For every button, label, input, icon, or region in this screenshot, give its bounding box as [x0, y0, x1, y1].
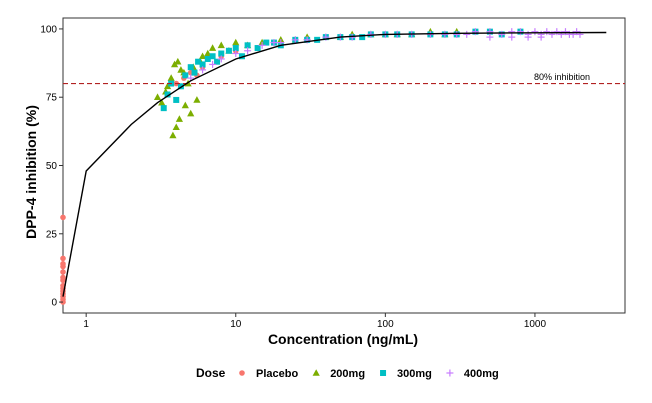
- data-point: [244, 42, 251, 49]
- data-point: [160, 105, 167, 112]
- data-point: [60, 263, 66, 270]
- legend-item-400mg: 400mg: [446, 368, 499, 380]
- legend-title: Dose: [196, 366, 226, 380]
- legend-key: [312, 369, 320, 376]
- data-point: [187, 64, 194, 71]
- legend-label: 400mg: [464, 368, 499, 380]
- data-point: [177, 83, 184, 90]
- x-tick-label: 10: [230, 319, 242, 330]
- data-point: [209, 53, 216, 60]
- data-point: [217, 55, 225, 63]
- legend-label: 200mg: [330, 368, 365, 380]
- legend-key: [239, 370, 245, 376]
- data-point: [359, 34, 366, 41]
- y-tick-label: 50: [46, 161, 58, 172]
- data-point: [508, 33, 516, 41]
- data-point: [187, 109, 195, 117]
- data-point: [199, 61, 206, 68]
- x-axis-title: Concentration (ng/mL): [268, 331, 418, 347]
- data-point: [193, 96, 201, 103]
- data-point: [258, 41, 266, 49]
- legend-item-200mg: 200mg: [312, 368, 365, 380]
- data-point: [225, 47, 232, 54]
- data-point: [486, 33, 494, 41]
- data-point: [263, 39, 270, 46]
- data-point: [232, 50, 240, 58]
- data-point: [524, 33, 532, 41]
- x-axis: 1 10 100 1000: [83, 313, 546, 330]
- data-point: [60, 214, 66, 221]
- data-point: [367, 30, 375, 38]
- y-axis: 0 25 50 75 100: [40, 24, 63, 309]
- data-point: [60, 277, 66, 284]
- data-point: [164, 91, 171, 98]
- data-point: [537, 33, 545, 41]
- data-point: [291, 36, 299, 44]
- data-point: [181, 101, 189, 109]
- data-point: [204, 49, 212, 57]
- data-point: [453, 30, 461, 38]
- data-point: [270, 39, 278, 47]
- y-tick-label: 25: [46, 229, 58, 240]
- legend-key: [380, 370, 387, 376]
- data-point: [169, 131, 177, 139]
- data-point: [175, 115, 184, 122]
- data-point: [232, 45, 239, 52]
- data-point: [543, 28, 551, 36]
- data-point: [199, 66, 207, 74]
- x-tick-label: 1: [83, 319, 89, 330]
- data-point: [167, 74, 175, 81]
- data-point: [153, 93, 162, 101]
- data-point: [182, 72, 189, 79]
- data-point: [209, 60, 217, 68]
- x-tick-label: 1000: [524, 319, 547, 330]
- legend-item-300mg: 300mg: [380, 368, 432, 380]
- data-point: [463, 30, 471, 38]
- data-point: [208, 44, 217, 51]
- data-point: [441, 30, 449, 38]
- y-tick-label: 0: [51, 298, 57, 309]
- reference-line-label: 80% inhibition: [534, 72, 590, 82]
- data-point: [158, 98, 166, 106]
- legend-label: 300mg: [397, 368, 432, 380]
- data-point: [172, 123, 180, 131]
- legend-label: Placebo: [256, 368, 298, 380]
- plot-panel: [62, 17, 626, 314]
- data-point: [204, 55, 211, 62]
- data-point: [516, 28, 524, 36]
- data-point: [163, 82, 172, 90]
- y-tick-label: 100: [40, 24, 57, 35]
- data-point: [254, 45, 261, 52]
- plot-area: [60, 17, 626, 314]
- data-point: [553, 28, 561, 36]
- data-point: [561, 28, 569, 36]
- y-axis-title: DPP-4 inhibition (%): [23, 105, 39, 239]
- data-point: [218, 50, 225, 57]
- data-point: [238, 53, 245, 60]
- data-point: [60, 255, 66, 262]
- data-point: [60, 269, 66, 275]
- data-point: [217, 41, 225, 49]
- data-point: [191, 69, 198, 76]
- data-point: [174, 57, 182, 65]
- data-point: [244, 47, 252, 55]
- data-point: [232, 38, 240, 46]
- data-point: [214, 58, 221, 65]
- y-tick-label: 75: [46, 93, 58, 104]
- legend-key: [446, 369, 454, 377]
- data-point: [471, 28, 479, 36]
- data-point: [531, 28, 539, 36]
- fit-curve: [62, 31, 607, 297]
- data-point: [173, 96, 180, 103]
- data-point: [498, 30, 506, 38]
- data-point: [195, 58, 202, 65]
- x-tick-label: 100: [377, 319, 394, 330]
- data-point: [198, 52, 207, 60]
- legend-item-placebo: Placebo: [239, 368, 298, 380]
- legend: Dose Placebo 200mg 300mg 400mg: [196, 366, 499, 380]
